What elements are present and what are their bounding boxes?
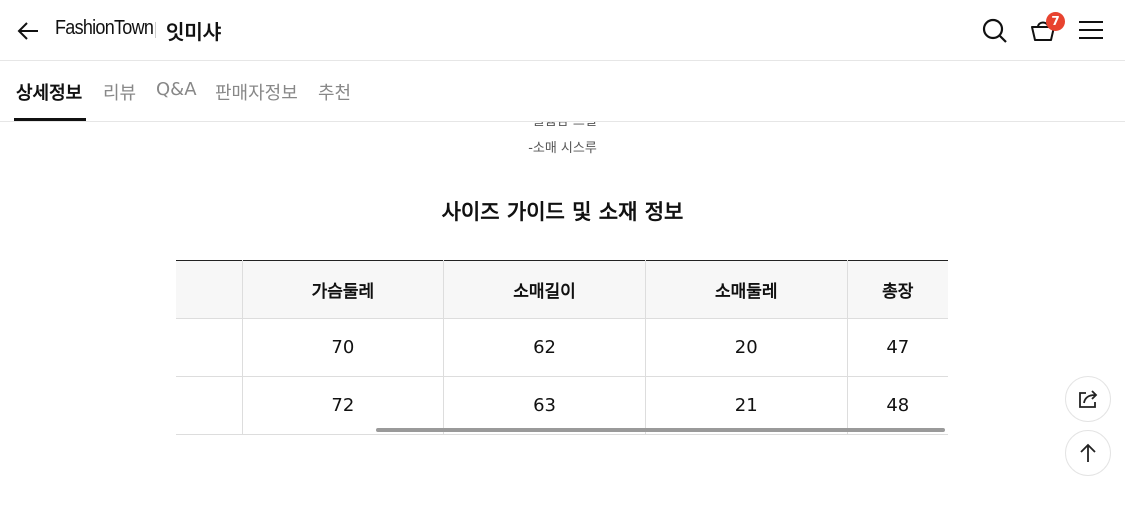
table-cell: 47	[846, 318, 948, 377]
header-cell: 소매길이	[443, 260, 646, 319]
table-header-row: 가슴둘레 소매길이 소매둘레 총장	[176, 260, 948, 319]
header-cell: 총장	[846, 260, 948, 319]
table-horizontal-scrollbar[interactable]	[376, 428, 945, 432]
table-cell: 48	[846, 376, 948, 435]
header-cell	[176, 260, 242, 319]
table-cell: 21	[644, 376, 848, 435]
tab-seller-info[interactable]: 판매자정보	[215, 83, 298, 104]
header-cell: 가슴둘레	[241, 260, 444, 319]
section-title: 사이즈 가이드 및 소재 정보	[441, 200, 684, 224]
tab-bar: 상세정보 리뷰 Q&A 판매자정보 추천	[0, 61, 1125, 122]
back-arrow-icon[interactable]	[16, 18, 42, 44]
table-row: 72 63 21 48	[176, 376, 948, 435]
table-cell: 62	[443, 318, 646, 377]
tab-detail[interactable]: 상세정보	[16, 83, 83, 104]
brand-logo[interactable]: FashionTown	[55, 17, 154, 39]
table-cell	[176, 318, 242, 377]
tab-reviews[interactable]: 리뷰	[103, 83, 137, 104]
table-cell: 20	[644, 318, 848, 377]
share-icon	[1079, 390, 1098, 408]
divider	[155, 22, 156, 38]
table-row: 70 62 20 47	[176, 318, 948, 377]
table-cell: 72	[241, 376, 444, 435]
tab-qna[interactable]: Q&A	[156, 79, 197, 100]
top-header: FashionTown 잇미샤 7	[0, 0, 1125, 61]
feature-note: -소매 시스루	[528, 141, 597, 156]
tab-recommend[interactable]: 추천	[318, 83, 352, 104]
active-tab-indicator	[14, 118, 86, 121]
arrow-up-icon	[1080, 443, 1096, 462]
table-cell: 63	[443, 376, 646, 435]
size-table: 가슴둘레 소매길이 소매둘레 총장 70 62 20 47 72 63 21 4…	[176, 260, 948, 435]
cart-count-badge: 7	[1046, 12, 1065, 31]
table-cell: 70	[241, 318, 444, 377]
header-cell: 소매둘레	[644, 260, 848, 319]
search-icon[interactable]	[981, 17, 1009, 45]
shop-name[interactable]: 잇미샤	[166, 20, 222, 44]
table-cell	[176, 376, 242, 435]
share-button[interactable]	[1065, 376, 1111, 422]
menu-icon[interactable]	[1078, 18, 1104, 42]
scroll-to-top-button[interactable]	[1065, 430, 1111, 476]
